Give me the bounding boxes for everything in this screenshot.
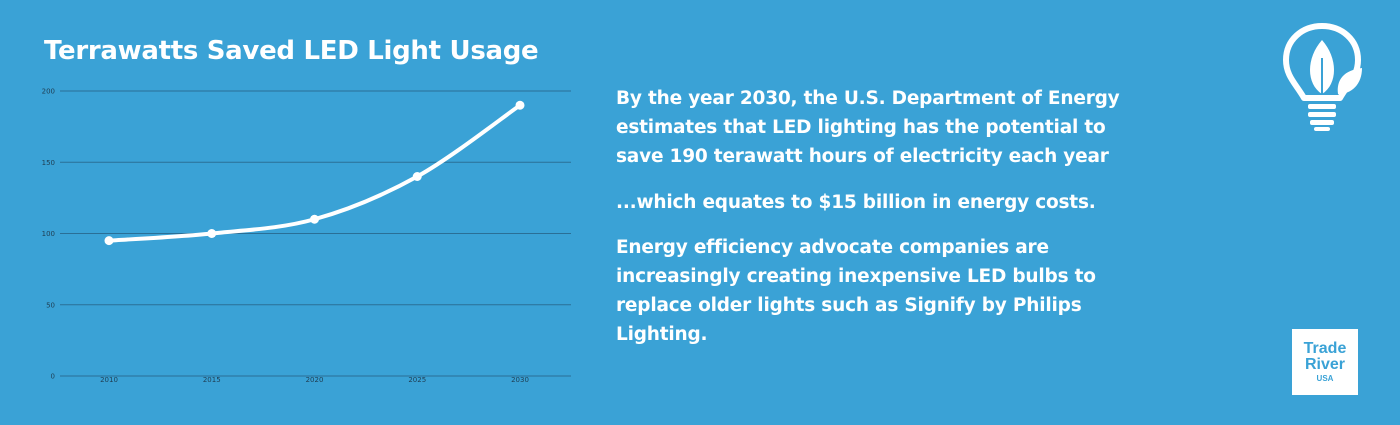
x-tick-label: 2010: [100, 376, 118, 384]
x-tick-label: 2020: [306, 376, 324, 384]
y-tick-label: 0: [51, 373, 55, 381]
data-point: [104, 236, 114, 246]
line-chart: 0 50 100 150 200 2010 2015 2020 2025 2030: [42, 88, 571, 384]
data-point: [412, 172, 422, 181]
x-tick-label: 2030: [511, 376, 529, 384]
y-tick-label: 50: [46, 301, 55, 309]
y-tick-label: 200: [42, 88, 55, 96]
logo-line-2: River: [1304, 356, 1346, 373]
x-tick-label: 2025: [408, 376, 426, 384]
description-text: By the year 2030, the U.S. Department of…: [616, 84, 1136, 349]
data-point: [515, 100, 525, 110]
data-point: [310, 214, 319, 224]
paragraph-energy-cost: ...which equates to $15 billion in energ…: [616, 192, 1096, 213]
data-point: [207, 229, 217, 238]
logo-line-1: Trade: [1303, 340, 1347, 357]
y-tick-label: 100: [42, 230, 55, 238]
logo-line-3: USA: [1316, 374, 1334, 383]
paragraph-doe-estimate: By the year 2030, the U.S. Department of…: [616, 88, 1120, 167]
chart-title: Terrawatts Saved LED Light Usage: [44, 36, 539, 66]
trade-river-logo: Trade River USA: [1292, 329, 1358, 395]
x-tick-label: 2015: [203, 376, 221, 384]
y-tick-label: 150: [42, 159, 55, 167]
lightbulb-leaf-icon: [1283, 23, 1362, 131]
paragraph-advocate-companies: Energy efficiency advocate companies are…: [616, 237, 1096, 345]
